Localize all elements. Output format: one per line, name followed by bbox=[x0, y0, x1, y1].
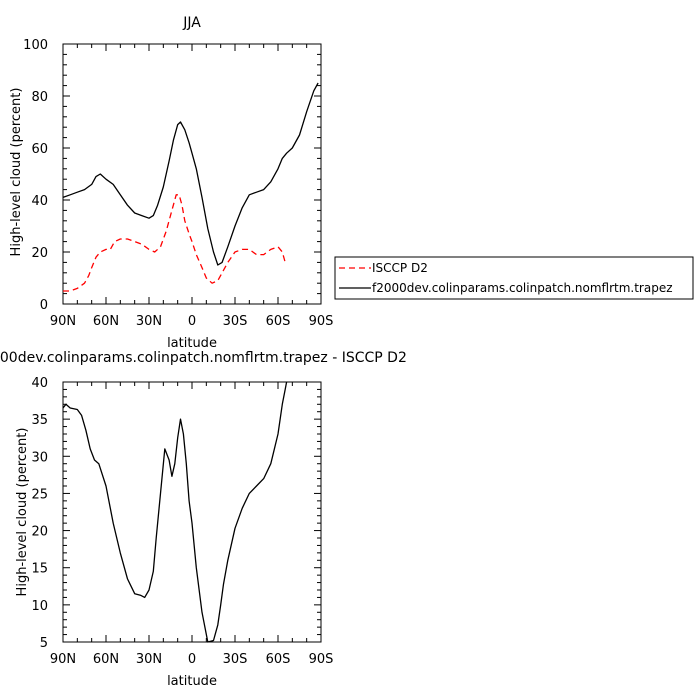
x-tick-label: 60S bbox=[266, 652, 291, 667]
legend-entry-model: f2000dev.colinparams.colinpatch.nomflrtm… bbox=[372, 281, 673, 295]
x-tick-label: 90S bbox=[309, 652, 334, 667]
chart-top: JJA 90N 60N 30N 0 30S 60S 90S 0 20 40 60 80 100 lati… bbox=[9, 15, 333, 351]
chart-bottom-y-axis-label: High-level cloud (percent) bbox=[15, 428, 30, 597]
chart-bottom-title: f2000dev.colinparams.colinpatch.nomflrtm… bbox=[0, 350, 407, 366]
x-tick-label: 60S bbox=[266, 314, 291, 329]
x-tick-label: 0 bbox=[188, 652, 196, 667]
chart-top-series bbox=[62, 82, 319, 292]
series-line-0 bbox=[62, 381, 288, 643]
y-tick-label: 10 bbox=[31, 599, 48, 614]
chart-bottom-plot-frame bbox=[62, 381, 322, 643]
y-tick-label: 100 bbox=[23, 38, 48, 53]
x-tick-label: 30S bbox=[223, 314, 248, 329]
y-tick-label: 40 bbox=[31, 194, 48, 209]
series-line-0 bbox=[63, 194, 286, 292]
y-tick-label: 60 bbox=[31, 142, 48, 157]
legend: ISCCP D2 f2000dev.colinparams.colinpatch… bbox=[334, 256, 694, 300]
chart-bottom-x-axis-label: latitude bbox=[167, 674, 217, 689]
y-tick-label: 40 bbox=[31, 376, 48, 391]
legend-entry-isccp: ISCCP D2 bbox=[372, 261, 428, 275]
y-tick-label: 80 bbox=[31, 90, 48, 105]
y-tick-label: 5 bbox=[40, 636, 48, 651]
chart-top-y-axis-label: High-level cloud (percent) bbox=[9, 88, 24, 257]
x-tick-label: 90N bbox=[50, 314, 76, 329]
x-tick-label: 60N bbox=[93, 652, 119, 667]
chart-bottom-series bbox=[62, 381, 288, 643]
y-tick-label: 35 bbox=[31, 413, 48, 428]
chart-top-title: JJA bbox=[182, 15, 201, 31]
chart-top-plot-frame bbox=[62, 43, 322, 305]
y-tick-label: 20 bbox=[31, 246, 48, 261]
chart-bottom: f2000dev.colinparams.colinpatch.nomflrtm… bbox=[0, 350, 407, 689]
x-tick-label: 30N bbox=[136, 314, 162, 329]
series-line-1 bbox=[62, 82, 319, 266]
x-tick-label: 90S bbox=[309, 314, 334, 329]
x-tick-label: 60N bbox=[93, 314, 119, 329]
x-tick-label: 30S bbox=[223, 652, 248, 667]
y-tick-label: 0 bbox=[40, 298, 48, 313]
chart-top-x-axis-label: latitude bbox=[167, 336, 217, 351]
x-tick-label: 0 bbox=[188, 314, 196, 329]
y-tick-label: 20 bbox=[31, 525, 48, 540]
y-tick-label: 30 bbox=[31, 450, 48, 465]
legend-box bbox=[334, 256, 694, 300]
chart-bottom-ticks: 90N 60N 30N 0 30S 60S 90S 5 10 15 20 25 30 35 40 bbox=[31, 376, 333, 667]
x-tick-label: 30N bbox=[136, 652, 162, 667]
y-tick-label: 25 bbox=[31, 487, 48, 502]
x-tick-label: 90N bbox=[50, 652, 76, 667]
y-tick-label: 15 bbox=[31, 562, 48, 577]
chart-top-ticks: 90N 60N 30N 0 30S 60S 90S 0 20 40 60 80 100 bbox=[23, 38, 333, 329]
